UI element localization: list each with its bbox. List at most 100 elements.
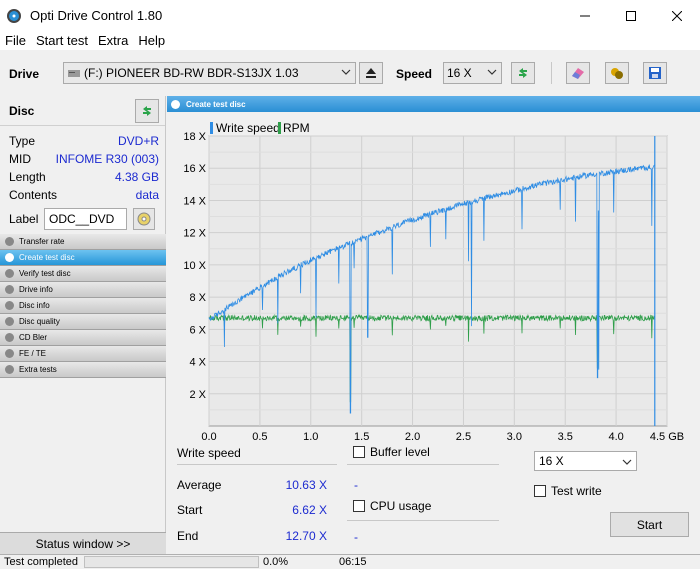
stats-title: Write speed	[177, 446, 241, 460]
y-tick-label: 6 X	[189, 324, 206, 336]
x-tick-label: 4.0	[608, 431, 623, 442]
y-tick-label: 10 X	[183, 260, 206, 272]
y-tick-label: 12 X	[183, 228, 206, 240]
disc-label-button[interactable]	[133, 208, 155, 230]
menu-help[interactable]: Help	[138, 33, 166, 48]
nav-item-icon	[5, 317, 14, 326]
menu-file[interactable]: File	[5, 33, 26, 48]
chevron-down-icon	[622, 459, 632, 465]
stat-average-row: Average 10.63 X	[177, 478, 327, 492]
panel-icon	[171, 99, 180, 109]
stat-end-value: 12.70 X	[285, 529, 327, 543]
disc-contents-label: Contents	[9, 188, 58, 202]
nav-item-disc-info[interactable]: Disc info	[0, 298, 166, 314]
nav-item-label: Extra tests	[19, 365, 57, 374]
y-tick-label: 8 X	[189, 292, 206, 304]
test-write-checkbox[interactable]: Test write	[534, 484, 602, 498]
disc-label-input[interactable]: ODC__DVD	[44, 208, 127, 230]
x-tick-label: 0.0	[201, 431, 216, 442]
status-bar: Test completed 0.0% 06:15	[0, 554, 700, 569]
nav-item-transfer-rate[interactable]: Transfer rate	[0, 234, 166, 250]
toolbar: Drive (F:) PIONEER BD-RW BDR-S13JX 1.03 …	[0, 50, 700, 96]
close-button[interactable]	[654, 0, 700, 31]
copy-button[interactable]	[605, 62, 629, 84]
write-speed-chart: 0.0 0.5 1.0 1.5 2.0 2.5 3.0 3.5 4.0 4.5 GB 2 X 4 X 6…	[167, 112, 700, 443]
erase-button[interactable]	[566, 62, 590, 84]
disc-mid-row: MID INFOME R30 (003)	[0, 150, 165, 168]
x-tick-label: 3.5	[558, 431, 573, 442]
speed-select[interactable]: 16 X	[443, 62, 502, 84]
stat-start-row: Start 6.62 X	[177, 503, 327, 517]
panel-title: Create test disc	[186, 99, 246, 109]
disc-length-row: Length 4.38 GB	[0, 168, 165, 186]
title-bar: Opti Drive Control 1.80	[0, 0, 700, 31]
nav-item-verify-test-disc[interactable]: Verify test disc	[0, 266, 166, 282]
disc-type-row: Type DVD+R	[0, 132, 165, 150]
nav-item-label: Create test disc	[19, 253, 75, 262]
window-title: Opti Drive Control 1.80	[30, 8, 163, 23]
write-speed-series-line	[208, 164, 656, 414]
nav-item-drive-info[interactable]: Drive info	[0, 282, 166, 298]
write-speed-select[interactable]: 16 X	[534, 451, 637, 471]
save-icon	[649, 67, 661, 79]
menu-start-test[interactable]: Start test	[35, 33, 88, 48]
nav-item-icon	[5, 365, 14, 374]
nav-item-fe-te[interactable]: FE / TE	[0, 346, 166, 362]
nav-item-icon	[5, 269, 14, 278]
nav-item-label: Verify test disc	[19, 269, 71, 278]
chevron-down-icon	[341, 69, 351, 75]
nav-item-cd-bler[interactable]: CD Bler	[0, 330, 166, 346]
buffer-level-value: -	[354, 478, 358, 492]
disc-contents-row: Contents data	[0, 186, 165, 204]
buffer-level-label: Buffer level	[370, 445, 430, 459]
nav-item-create-test-disc[interactable]: Create test disc	[0, 250, 166, 266]
legend-label-rpm: RPM	[283, 121, 310, 135]
refresh-icon	[519, 68, 527, 78]
stat-start-value: 6.62 X	[292, 503, 327, 517]
nav-item-icon	[5, 333, 14, 342]
nav-item-label: Transfer rate	[19, 237, 65, 246]
create-test-disc-panel: Create test disc 0.0 0.5 1.0 1.5 2.0 2.5 3.0 3.…	[167, 96, 700, 554]
refresh-icon	[143, 106, 151, 116]
stat-average-label: Average	[177, 478, 222, 492]
stat-start-label: Start	[177, 503, 203, 517]
speed-label: Speed	[396, 67, 433, 81]
disc-mid-value: INFOME R30 (003)	[55, 152, 159, 166]
menu-extra[interactable]: Extra	[97, 33, 129, 48]
cpu-usage-label: CPU usage	[370, 499, 432, 513]
cpu-usage-value: -	[354, 530, 358, 544]
y-tick-label: 16 X	[183, 163, 206, 175]
disc-refresh-button[interactable]	[135, 99, 159, 123]
drive-select[interactable]: (F:) PIONEER BD-RW BDR-S13JX 1.03	[63, 62, 356, 84]
refresh-speed-button[interactable]	[511, 62, 535, 84]
disc-contents-value: data	[135, 188, 159, 202]
nav-item-label: Disc info	[19, 301, 50, 310]
x-tick-label: 0.5	[252, 431, 267, 442]
minimize-button[interactable]	[562, 0, 608, 31]
save-button[interactable]	[643, 62, 667, 84]
nav-item-label: FE / TE	[19, 349, 46, 358]
maximize-button[interactable]	[608, 0, 654, 31]
nav-item-icon	[5, 349, 14, 358]
legend-label-write-speed: Write speed	[216, 121, 280, 135]
x-tick-label: 2.5	[456, 431, 471, 442]
rpm-series-line	[208, 313, 656, 403]
y-tick-label: 2 X	[189, 389, 206, 401]
x-tick-label: 1.0	[303, 431, 318, 442]
status-time: 06:15	[339, 556, 367, 568]
y-tick-label: 4 X	[189, 357, 206, 369]
write-speed-select-value: 16 X	[539, 454, 564, 468]
cpu-usage-checkbox[interactable]: CPU usage	[353, 499, 431, 513]
disc-length-label: Length	[9, 170, 46, 184]
disc-type-value: DVD+R	[117, 134, 159, 148]
nav-item-label: Disc quality	[19, 317, 60, 326]
start-button[interactable]: Start	[610, 512, 689, 537]
nav-item-disc-quality[interactable]: Disc quality	[0, 314, 166, 330]
drive-select-value: (F:) PIONEER BD-RW BDR-S13JX 1.03	[84, 66, 299, 80]
buffer-level-checkbox[interactable]: Buffer level	[353, 445, 430, 459]
status-window-button[interactable]: Status window >>	[0, 532, 166, 554]
y-tick-label: 18 X	[183, 131, 206, 143]
app-icon	[7, 8, 21, 23]
nav-item-extra-tests[interactable]: Extra tests	[0, 362, 166, 378]
eject-button[interactable]	[359, 62, 383, 84]
